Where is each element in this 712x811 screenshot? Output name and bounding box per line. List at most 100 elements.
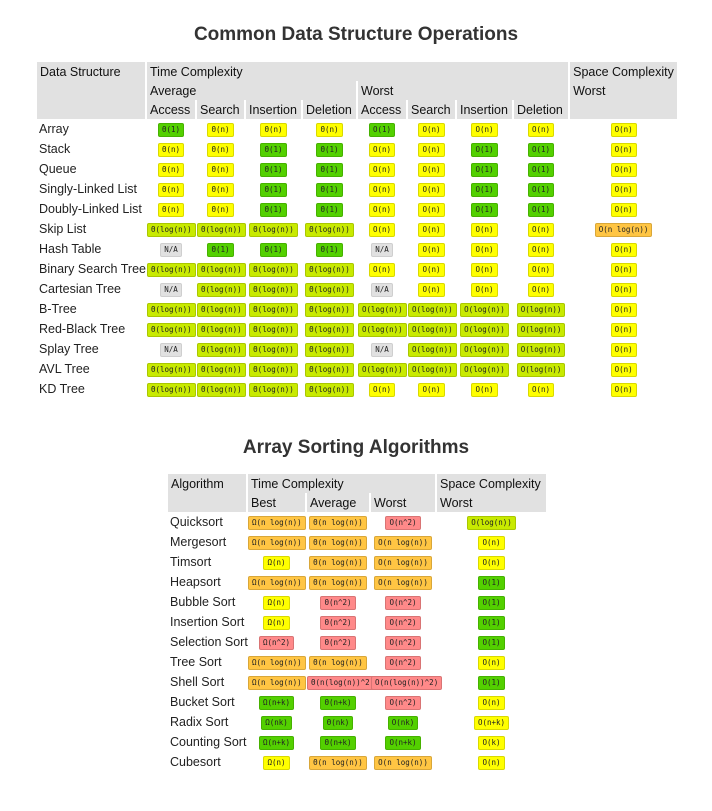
complexity-cell: O(n) (408, 179, 455, 199)
complexity-cell: Ω(n) (248, 592, 305, 612)
complexity-badge: Θ(log(n)) (197, 223, 246, 237)
complexity-cell: Θ(1) (303, 179, 356, 199)
complexity-badge: O(n) (418, 223, 445, 237)
complexity-badge: O(n) (478, 536, 505, 550)
complexity-cell: O(log(n)) (358, 299, 407, 319)
complexity-cell: Θ(log(n)) (303, 319, 356, 339)
complexity-badge: O(nk) (387, 716, 419, 730)
complexity-cell: O(n) (570, 339, 677, 359)
header-blank (168, 493, 246, 512)
complexity-badge: Θ(log(n)) (197, 383, 246, 397)
complexity-cell: Θ(log(n)) (147, 219, 196, 239)
complexity-cell: O(log(n)) (514, 299, 568, 319)
complexity-badge: Θ(log(n)) (147, 223, 196, 237)
complexity-cell: O(n) (358, 199, 406, 219)
complexity-cell: Θ(n log(n)) (307, 552, 369, 572)
complexity-cell: Ω(n) (248, 752, 305, 772)
header-op: Access (147, 100, 195, 119)
row-label: Doubly-Linked List (39, 202, 142, 216)
header-time-complexity: Time Complexity (248, 474, 436, 493)
complexity-cell: Θ(n) (303, 119, 356, 139)
complexity-badge: O(n) (528, 243, 555, 257)
complexity-badge: O(k) (478, 736, 505, 750)
complexity-badge: Θ(log(n)) (249, 343, 298, 357)
complexity-badge: Ω(n^2) (258, 636, 295, 650)
complexity-badge: O(n log(n)) (374, 756, 432, 770)
complexity-cell: O(n) (457, 219, 512, 239)
header-op: Insertion (457, 100, 512, 119)
complexity-cell: O(k) (437, 732, 546, 752)
complexity-cell: O(n) (514, 239, 568, 259)
row-label: B-Tree (39, 302, 77, 316)
complexity-badge: Ω(n+k) (258, 736, 295, 750)
complexity-badge: O(log(n)) (516, 363, 566, 377)
complexity-cell: O(n) (408, 279, 455, 299)
complexity-badge: N/A (371, 283, 393, 297)
complexity-badge: O(log(n)) (408, 363, 457, 377)
complexity-badge: O(n) (528, 383, 555, 397)
complexity-cell: O(n) (514, 379, 568, 399)
complexity-cell: Θ(n^2) (307, 612, 369, 632)
complexity-badge: O(n) (368, 383, 396, 397)
complexity-cell: O(1) (457, 179, 512, 199)
complexity-badge: O(n log(n)) (594, 223, 653, 237)
complexity-badge: O(1) (471, 143, 498, 157)
complexity-cell: O(1) (437, 672, 546, 692)
complexity-badge: Θ(n+k) (320, 696, 356, 710)
complexity-badge: O(log(n)) (408, 323, 457, 337)
complexity-cell: O(n log(n)) (570, 219, 677, 239)
complexity-cell: Θ(log(n)) (197, 319, 246, 339)
complexity-cell: O(1) (437, 612, 546, 632)
complexity-cell: Θ(n^2) (307, 592, 369, 612)
row-label: Quicksort (170, 515, 223, 529)
complexity-cell: O(n log(n)) (371, 752, 435, 772)
complexity-badge: Θ(log(n)) (147, 383, 196, 397)
header-algorithm: Algorithm (168, 474, 246, 493)
table-row: Cubesort Ω(n) Θ(n log(n)) O(n log(n)) O(n) (168, 752, 546, 772)
complexity-cell: Θ(1) (303, 239, 356, 259)
complexity-cell: Θ(n) (197, 199, 244, 219)
complexity-badge: O(1) (471, 183, 498, 197)
complexity-badge: O(n) (418, 183, 445, 197)
complexity-badge: Θ(log(n)) (147, 303, 196, 317)
complexity-cell: Ω(n) (248, 612, 305, 632)
header-best: Best (248, 493, 305, 512)
complexity-cell: Ω(n log(n)) (248, 572, 306, 592)
table-row: KD Tree Θ(log(n)) Θ(log(n)) Θ(log(n)) Θ(log(… (37, 379, 677, 399)
header-op: Deletion (303, 100, 356, 119)
row-label: Singly-Linked List (39, 182, 137, 196)
complexity-badge: Θ(log(n)) (147, 323, 196, 337)
complexity-badge: O(n) (418, 143, 445, 157)
row-label: Radix Sort (170, 715, 229, 729)
complexity-cell: O(log(n)) (408, 319, 457, 339)
row-label: Bucket Sort (170, 695, 235, 709)
complexity-badge: O(1) (528, 143, 555, 157)
complexity-cell: O(log(n)) (358, 359, 407, 379)
header-worst: Worst (358, 81, 569, 100)
complexity-badge: O(log(n)) (460, 323, 509, 337)
complexity-cell: Ω(n log(n)) (248, 652, 306, 672)
complexity-cell: O(n) (408, 239, 455, 259)
complexity-cell: Θ(n log(n)) (307, 752, 369, 772)
row-label: Timsort (170, 555, 212, 569)
complexity-badge: Θ(log(n)) (147, 263, 196, 277)
complexity-cell: Ω(n) (248, 552, 305, 572)
complexity-badge: Ω(nk) (261, 716, 292, 730)
complexity-badge: O(n) (471, 123, 498, 137)
complexity-badge: Θ(log(n)) (197, 363, 246, 377)
table-row: Red-Black Tree Θ(log(n)) Θ(log(n)) Θ(log(n)… (37, 319, 677, 339)
table-row: Hash Table N/A Θ(1) Θ(1) Θ(1) N/A O(n) O(n) O(n)… (37, 239, 677, 259)
complexity-badge: Θ(n) (207, 203, 234, 217)
complexity-cell: Θ(n log(n)) (307, 572, 369, 592)
complexity-badge: O(n) (610, 243, 637, 257)
table-row: Singly-Linked List Θ(n) Θ(n) Θ(1) Θ(1) O(n) O(… (37, 179, 677, 199)
complexity-cell: O(n) (570, 319, 677, 339)
complexity-badge: O(n) (418, 203, 445, 217)
complexity-badge: O(n) (471, 383, 498, 397)
complexity-cell: O(log(n)) (514, 339, 568, 359)
complexity-badge: O(n) (610, 383, 637, 397)
table-row: Heapsort Ω(n log(n)) Θ(n log(n)) O(n log(n)… (168, 572, 546, 592)
complexity-badge: Θ(1) (316, 183, 343, 197)
complexity-cell: O(log(n)) (457, 319, 512, 339)
complexity-badge: O(n) (418, 123, 445, 137)
